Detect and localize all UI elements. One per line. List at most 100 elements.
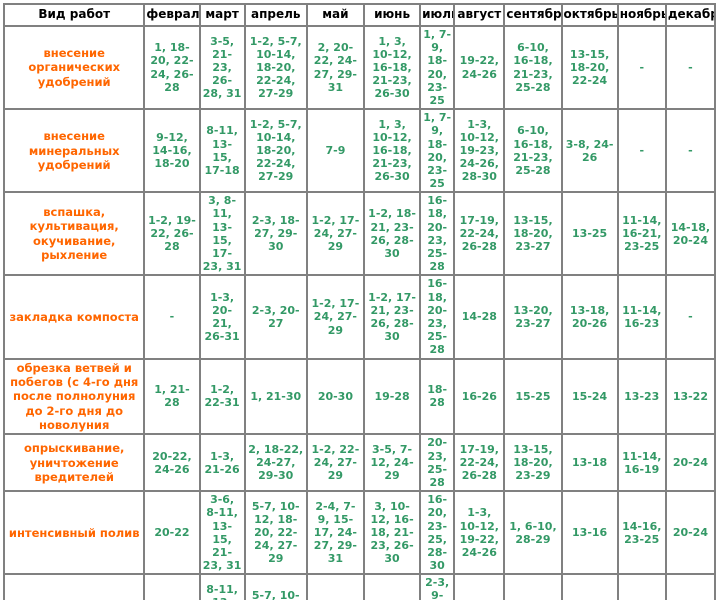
calendar-cell: 13-15, 18-20, 22-24 [560,24,619,111]
month-column-header: март [198,3,246,27]
calendar-cell: 1-2, 18-21, 23-26, 28-30 [362,191,422,277]
calendar-cell: 1-2, 19-22, 26-28 [143,191,201,277]
calendar-cell: 3, 10-12, 16-18, 21-23, 26-30 [362,490,422,576]
calendar-cell: 2, 18-22, 24-27, 29-30 [243,433,308,493]
calendar-cell: 20-24 [664,490,717,576]
work-type-label: закладка компоста [2,274,146,360]
calendar-cell: 16-18 [362,573,422,600]
calendar-cell: 3-5, 21-23, 26-28, 31 [198,24,246,111]
work-type-label: опрыскивание, уничтожение вредителей [2,433,146,493]
calendar-cell: 20-24 [664,433,717,493]
calendar-cell: 20-22, 24-26 [143,433,201,493]
calendar-cell: 1-2, 17-24, 27-29 [305,274,365,360]
calendar-cell: 1-2, 22-24, 27-29 [305,433,365,493]
calendar-cell: 1-2, 22-31 [198,357,246,436]
calendar-cell: 16-26 [453,357,506,436]
calendar-cell: - [616,24,667,111]
calendar-cell: 1, 6-10, 28-29 [503,490,563,576]
calendar-cell: 16-20, 23-25, 28-30 [419,490,456,576]
month-column-header: май [305,3,365,27]
table-row: обрезка ветвей и побегов (с 4-го дня пос… [2,357,717,436]
calendar-cell: 1, 3, 10-12, 16-18, 21-23, 26-30 [362,24,422,111]
calendar-cell: 13-25 [560,191,619,277]
month-column-header: ноябрь [616,3,667,27]
table-row: опрыскивание, уничтожение вредителей 20-2… [2,433,717,493]
calendar-cell: 3-8, 24-26 [560,108,619,194]
calendar-cell: 14-18, 20-24 [664,191,717,277]
calendar-cell: 1, 18-20, 22-24, 26-28 [143,24,201,111]
calendar-cell: 2-4, 7-9, 15-17, 24-27, 29-31 [305,490,365,576]
calendar-cell: 1-2, 17-24, 27-29 [305,191,365,277]
calendar-cell: 2-3, 20-27 [243,274,308,360]
calendar-cell: 19-28 [362,357,422,436]
work-type-label: прививка [2,573,146,600]
calendar-cell: 16-18, 20-23, 25-28 [419,274,456,360]
calendar-cell: 14-16, 23-25 [616,490,667,576]
month-column-header: июль [419,3,456,27]
calendar-cell: 2, 20-22, 24-27, 29-31 [305,24,365,111]
calendar-cell: 13-22 [664,357,717,436]
calendar-cell: - [453,573,506,600]
calendar-cell: 20-23, 25-28 [419,433,456,493]
calendar-cell: 13-16 [560,490,619,576]
table-row: прививка20-228-11, 13-15, 21-235-7, 10-1… [2,573,717,600]
calendar-cell: 1-3, 10-12, 19-23, 24-26, 28-30 [453,108,506,194]
calendar-cell: 9-12, 14-16, 18-20 [143,108,201,194]
month-column-header: февраль [143,3,201,27]
calendar-cell: - [664,274,717,360]
calendar-cell: 1-3, 20-21, 26-31 [198,274,246,360]
calendar-cell: 5-7, 10-12, 18-20 [243,573,308,600]
calendar-cell: - [143,274,201,360]
calendar-cell: 2-3, 9-11, 13-14 [419,573,456,600]
calendar-cell: - [616,108,667,194]
calendar-cell: 3-5, 7-12, 24-29 [362,433,422,493]
calendar-cell: 13-18 [560,433,619,493]
calendar-cell: 20-30 [305,357,365,436]
calendar-cell: 6-10, 16-18, 21-23, 25-28 [503,108,563,194]
work-type-column-header: Вид работ [2,3,146,27]
calendar-cell: 1-3, 10-12, 19-22, 24-26 [453,490,506,576]
calendar-cell: 2-3, 18-27, 29-30 [243,191,308,277]
calendar-cell: 17-19, 22-24, 26-28 [453,191,506,277]
calendar-cell: 8-11, 13-15, 21-23 [198,573,246,600]
work-type-label: внесение минеральных удобрений [2,108,146,194]
calendar-cell: 8-11, 13-15, 17-18 [198,108,246,194]
work-type-label: интенсивный полив [2,490,146,576]
calendar-cell: 13-23 [616,357,667,436]
work-type-label: внесение органических удобрений [2,24,146,111]
month-column-header: апрель [243,3,308,27]
calendar-cell: 13-20, 23-27 [503,274,563,360]
calendar-cell: - [560,573,619,600]
table-row: закладка компоста -1-3, 20-21, 26-31 2-3, … [2,274,717,360]
calendar-cell: - [305,573,365,600]
month-column-header: июнь [362,3,422,27]
calendar-cell: 1, 21-30 [243,357,308,436]
header-row: Вид работфевральмартапрельмайиюньиюльавг… [2,3,717,27]
calendar-cell: 15-24 [560,357,619,436]
month-column-header: август [453,3,506,27]
calendar-cell: 11-14, 16-19 [616,433,667,493]
work-type-label: вспашка, культивация, окучивание, рыхлен… [2,191,146,277]
calendar-cell: - [503,573,563,600]
calendar-cell: 1, 7-9, 18-20, 23-25 [419,108,456,194]
calendar-cell: 16-18, 20-23, 25-28 [419,191,456,277]
calendar-cell: - [664,108,717,194]
calendar-cell: 11-14, 16-23 [616,274,667,360]
calendar-cell: - [664,573,717,600]
calendar-cell: 7-9 [305,108,365,194]
calendar-cell: 20-22 [143,490,201,576]
calendar-cell: 1, 7-9, 18-20, 23-25 [419,24,456,111]
calendar-cell: 1-2, 17-21, 23-26, 28-30 [362,274,422,360]
calendar-cell: - [616,573,667,600]
calendar-cell: 1, 3, 10-12, 16-18, 21-23, 26-30 [362,108,422,194]
calendar-cell: 1-3, 21-26 [198,433,246,493]
table-row: интенсивный полив 20-22 3-6, 8-11, 13-15, … [2,490,717,576]
calendar-cell: 11-14, 16-21, 23-25 [616,191,667,277]
table-row: внесение органических удобрений 1, 18-20,… [2,24,717,111]
calendar-cell: 1-2, 5-7, 10-14, 18-20, 22-24, 27-29 [243,24,308,111]
calendar-cell: 19-22, 24-26 [453,24,506,111]
month-column-header: октябрь [560,3,619,27]
calendar-cell: 5-7, 10-12, 18-20, 22-24, 27-29 [243,490,308,576]
month-column-header: сентябрь [503,3,563,27]
calendar-cell: 14-28 [453,274,506,360]
